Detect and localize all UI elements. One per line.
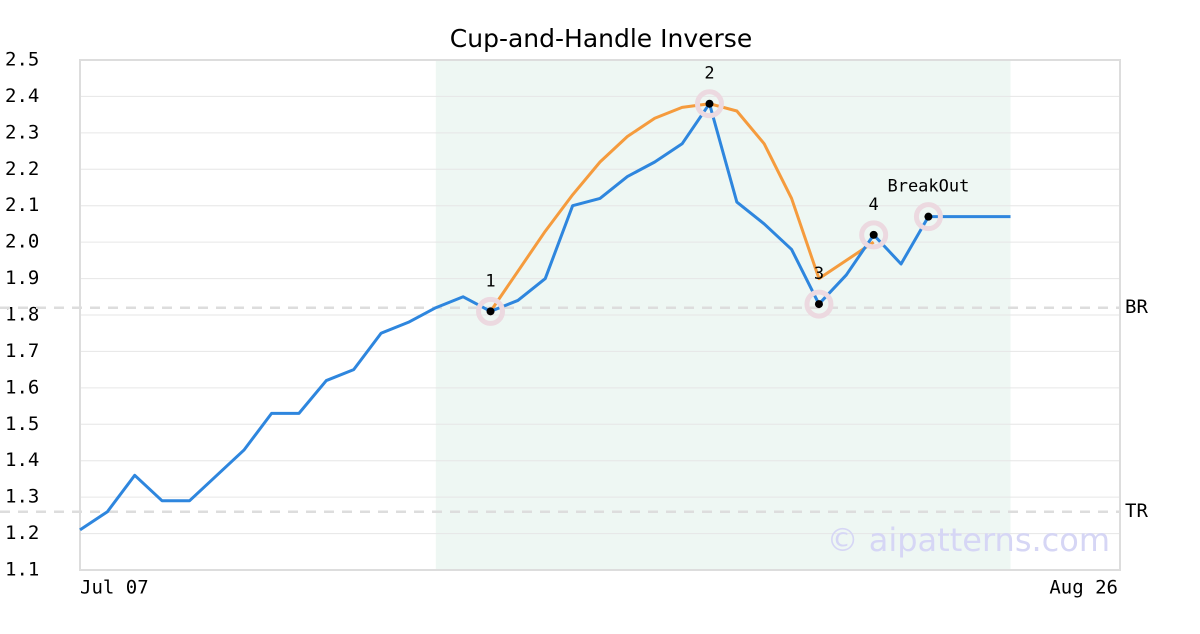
y-tick-label: 1.9 (5, 267, 39, 289)
x-tick-label: Jul 07 (80, 577, 149, 599)
pattern-point-label: 2 (704, 64, 714, 84)
pattern-point-halo (859, 220, 889, 250)
y-tick-label: 1.5 (5, 413, 39, 435)
pattern-point (814, 300, 823, 309)
y-tick-label: 2.3 (5, 121, 39, 143)
y-tick-label: 2.4 (5, 85, 39, 107)
chart-title: Cup-and-Handle Inverse (450, 24, 752, 53)
reference-label: BR (1125, 296, 1148, 318)
pattern-point-halo (476, 296, 506, 326)
y-tick-label: 2.2 (5, 158, 39, 180)
y-tick-label: 1.8 (5, 304, 39, 326)
y-tick-label: 1.3 (5, 486, 39, 508)
y-tick-label: 1.4 (5, 449, 39, 471)
pattern-point (924, 212, 933, 221)
series-line (489, 102, 875, 313)
pattern-point-label: 3 (814, 264, 824, 284)
pattern-point-label: BreakOut (887, 177, 969, 197)
y-tick-label: 2.0 (5, 231, 39, 253)
pattern-point (869, 230, 878, 239)
y-tick-label: 1.6 (5, 376, 39, 398)
pattern-point (486, 307, 495, 316)
pattern-point-halo (694, 89, 724, 119)
reference-label: TR (1125, 500, 1148, 522)
watermark: © aipatterns.com (827, 521, 1110, 559)
pattern-point-label: 1 (485, 271, 495, 291)
plot-border (79, 59, 1121, 571)
pattern-point-halo (913, 202, 943, 232)
y-tick-label: 2.1 (5, 194, 39, 216)
pattern-point-halo (804, 289, 834, 319)
pattern-point-label: 4 (869, 195, 879, 215)
series-line (79, 102, 1011, 532)
y-tick-label: 1.7 (5, 340, 39, 362)
x-tick-label: Aug 26 (1049, 577, 1118, 599)
y-tick-label: 1.2 (5, 522, 39, 544)
pattern-point (705, 99, 714, 108)
y-tick-label: 1.1 (5, 559, 39, 581)
y-tick-label: 2.5 (5, 49, 39, 71)
